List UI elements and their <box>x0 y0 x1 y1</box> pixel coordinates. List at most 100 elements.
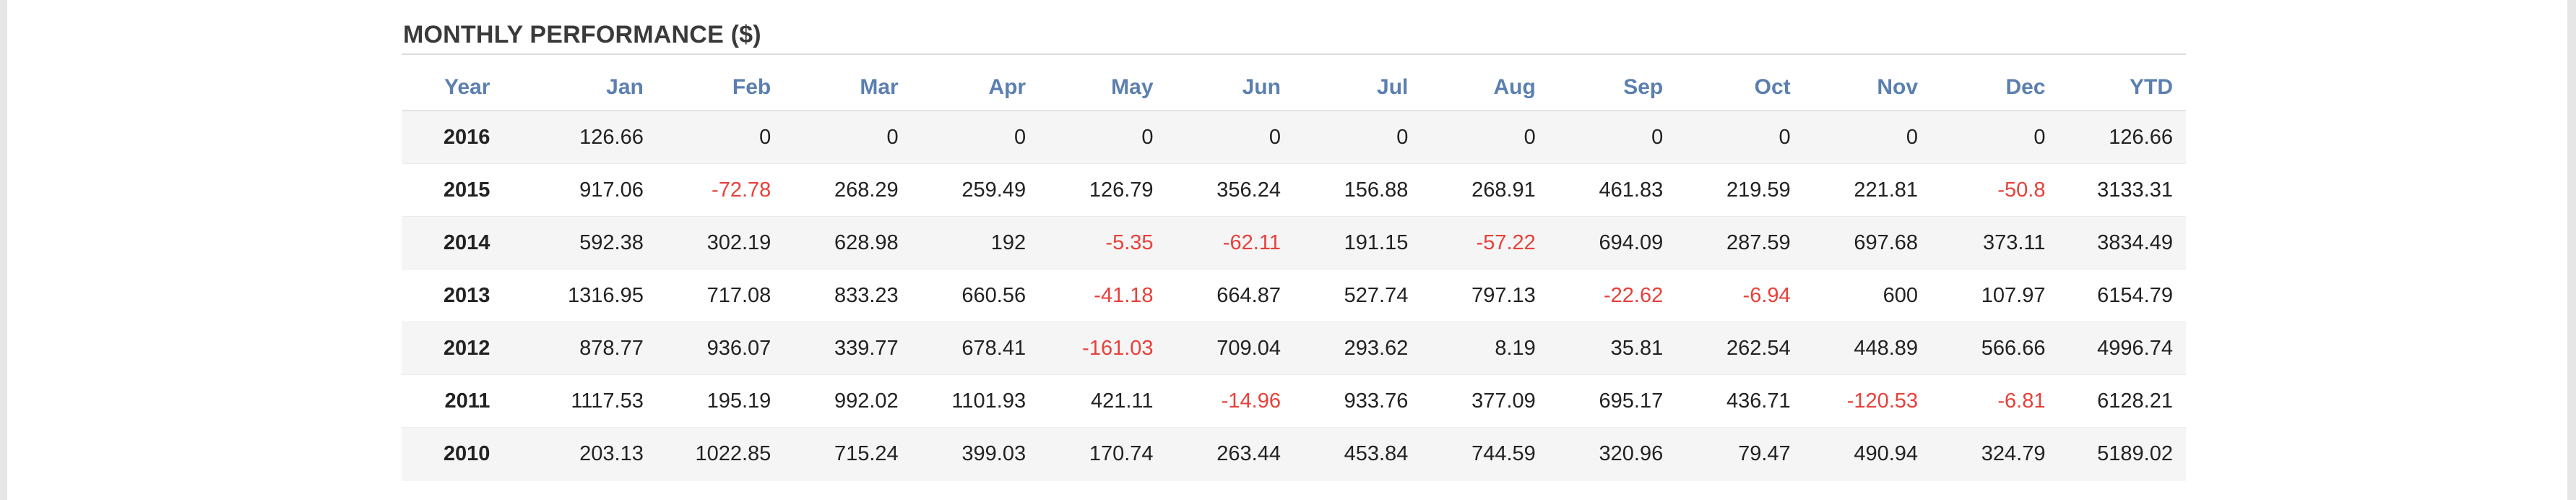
column-header-may: May <box>1039 65 1167 111</box>
value-cell-may: 0 <box>1039 111 1167 164</box>
value-cell-jul: 527.74 <box>1293 269 1422 322</box>
value-cell-jan: 878.77 <box>529 322 657 375</box>
value-cell-aug: 0 <box>1421 111 1549 164</box>
value-cell-feb: 0 <box>656 111 785 164</box>
value-cell-jan: 917.06 <box>529 163 657 217</box>
column-header-mar: Mar <box>784 65 912 111</box>
value-cell-mar: 0 <box>784 111 912 164</box>
value-cell-jul: 0 <box>1293 111 1422 164</box>
table-row: 2016 126.66 0 0 0 0 0 0 0 0 0 0 0 126.66 <box>402 111 2186 164</box>
table-row: 2015 917.06 -72.78 268.29 259.49 126.79 356.24… <box>402 163 2186 217</box>
value-cell-sep: -22.62 <box>1548 269 1677 322</box>
value-cell-jan: 203.13 <box>529 427 657 480</box>
left-border <box>0 0 7 500</box>
value-cell-may: 170.74 <box>1039 427 1167 480</box>
table-row: 2011 1117.53 195.19 992.02 1101.93 421.11 -14.… <box>402 374 2186 428</box>
year-cell: 2015 <box>402 163 530 217</box>
column-header-jan: Jan <box>529 65 657 111</box>
value-cell-sep: 461.83 <box>1548 163 1677 217</box>
value-cell-oct: 262.54 <box>1676 322 1804 375</box>
table-header-row: Year Jan Feb Mar Apr May Jun Jul Aug Sep Oct Nov Dec… <box>402 65 2186 111</box>
performance-table: Year Jan Feb Mar Apr May Jun Jul Aug Sep Oct Nov Dec… <box>402 65 2186 480</box>
value-cell-dec: 566.66 <box>1931 322 2059 375</box>
value-cell-nov: 697.68 <box>1803 216 1932 270</box>
value-cell-apr: 0 <box>911 111 1040 164</box>
value-cell-jul: 156.88 <box>1293 163 1422 217</box>
value-cell-may: 421.11 <box>1039 374 1167 428</box>
value-cell-jun: 709.04 <box>1166 322 1294 375</box>
value-cell-oct: 79.47 <box>1676 427 1804 480</box>
value-cell-mar: 715.24 <box>784 427 912 480</box>
value-cell-jan: 1316.95 <box>529 269 657 322</box>
column-header-feb: Feb <box>656 65 785 111</box>
value-cell-feb: 195.19 <box>656 374 785 428</box>
value-cell-feb: 936.07 <box>656 322 785 375</box>
value-cell-feb: 1022.85 <box>656 427 785 480</box>
value-cell-dec: -50.8 <box>1931 163 2059 217</box>
value-cell-sep: 695.17 <box>1548 374 1677 428</box>
year-cell: 2010 <box>402 427 530 480</box>
value-cell-mar: 339.77 <box>784 322 912 375</box>
value-cell-ytd: 6128.21 <box>2058 374 2186 428</box>
value-cell-jun: 263.44 <box>1166 427 1294 480</box>
value-cell-ytd: 126.66 <box>2058 111 2186 164</box>
value-cell-jun: 0 <box>1166 111 1294 164</box>
value-cell-jun: -14.96 <box>1166 374 1294 428</box>
value-cell-dec: -6.81 <box>1931 374 2059 428</box>
value-cell-may: -41.18 <box>1039 269 1167 322</box>
value-cell-ytd: 3133.31 <box>2058 163 2186 217</box>
monthly-performance-panel: MONTHLY PERFORMANCE ($) Year Jan Feb Mar Apr… <box>402 16 2186 480</box>
value-cell-apr: 192 <box>911 216 1040 270</box>
value-cell-aug: 744.59 <box>1421 427 1549 480</box>
value-cell-nov: 0 <box>1803 111 1932 164</box>
value-cell-mar: 628.98 <box>784 216 912 270</box>
value-cell-nov: 600 <box>1803 269 1932 322</box>
value-cell-feb: 302.19 <box>656 216 785 270</box>
value-cell-nov: -120.53 <box>1803 374 1932 428</box>
value-cell-apr: 678.41 <box>911 322 1040 375</box>
table-body: 2016 126.66 0 0 0 0 0 0 0 0 0 0 0 126.66 2015 917.06 -72… <box>402 111 2186 480</box>
value-cell-aug: -57.22 <box>1421 216 1549 270</box>
value-cell-feb: 717.08 <box>656 269 785 322</box>
value-cell-aug: 268.91 <box>1421 163 1549 217</box>
column-header-ytd: YTD <box>2058 65 2186 111</box>
value-cell-apr: 399.03 <box>911 427 1040 480</box>
table-row: 2012 878.77 936.07 339.77 678.41 -161.03 709.0… <box>402 322 2186 375</box>
column-header-oct: Oct <box>1676 65 1804 111</box>
value-cell-dec: 0 <box>1931 111 2059 164</box>
value-cell-ytd: 3834.49 <box>2058 216 2186 270</box>
year-cell: 2013 <box>402 269 530 322</box>
column-header-nov: Nov <box>1803 65 1932 111</box>
value-cell-jan: 592.38 <box>529 216 657 270</box>
value-cell-apr: 1101.93 <box>911 374 1040 428</box>
value-cell-nov: 490.94 <box>1803 427 1932 480</box>
value-cell-oct: 436.71 <box>1676 374 1804 428</box>
table-row: 2010 203.13 1022.85 715.24 399.03 170.74 263.4… <box>402 427 2186 480</box>
table-row: 2013 1316.95 717.08 833.23 660.56 -41.18 664.8… <box>402 269 2186 322</box>
right-border <box>2567 0 2576 500</box>
value-cell-sep: 694.09 <box>1548 216 1677 270</box>
table-row: 2014 592.38 302.19 628.98 192 -5.35 -62.11 191.… <box>402 216 2186 270</box>
value-cell-ytd: 4996.74 <box>2058 322 2186 375</box>
year-cell: 2011 <box>402 374 530 428</box>
value-cell-jan: 126.66 <box>529 111 657 164</box>
value-cell-oct: 0 <box>1676 111 1804 164</box>
value-cell-jul: 293.62 <box>1293 322 1422 375</box>
value-cell-dec: 373.11 <box>1931 216 2059 270</box>
value-cell-jan: 1117.53 <box>529 374 657 428</box>
value-cell-jul: 191.15 <box>1293 216 1422 270</box>
year-cell: 2014 <box>402 216 530 270</box>
column-header-dec: Dec <box>1931 65 2059 111</box>
value-cell-feb: -72.78 <box>656 163 785 217</box>
column-header-jul: Jul <box>1293 65 1422 111</box>
column-header-sep: Sep <box>1548 65 1677 111</box>
column-header-jun: Jun <box>1166 65 1294 111</box>
value-cell-oct: 219.59 <box>1676 163 1804 217</box>
value-cell-jun: 664.87 <box>1166 269 1294 322</box>
value-cell-dec: 324.79 <box>1931 427 2059 480</box>
column-header-apr: Apr <box>911 65 1040 111</box>
value-cell-aug: 377.09 <box>1421 374 1549 428</box>
value-cell-jun: -62.11 <box>1166 216 1294 270</box>
value-cell-ytd: 6154.79 <box>2058 269 2186 322</box>
